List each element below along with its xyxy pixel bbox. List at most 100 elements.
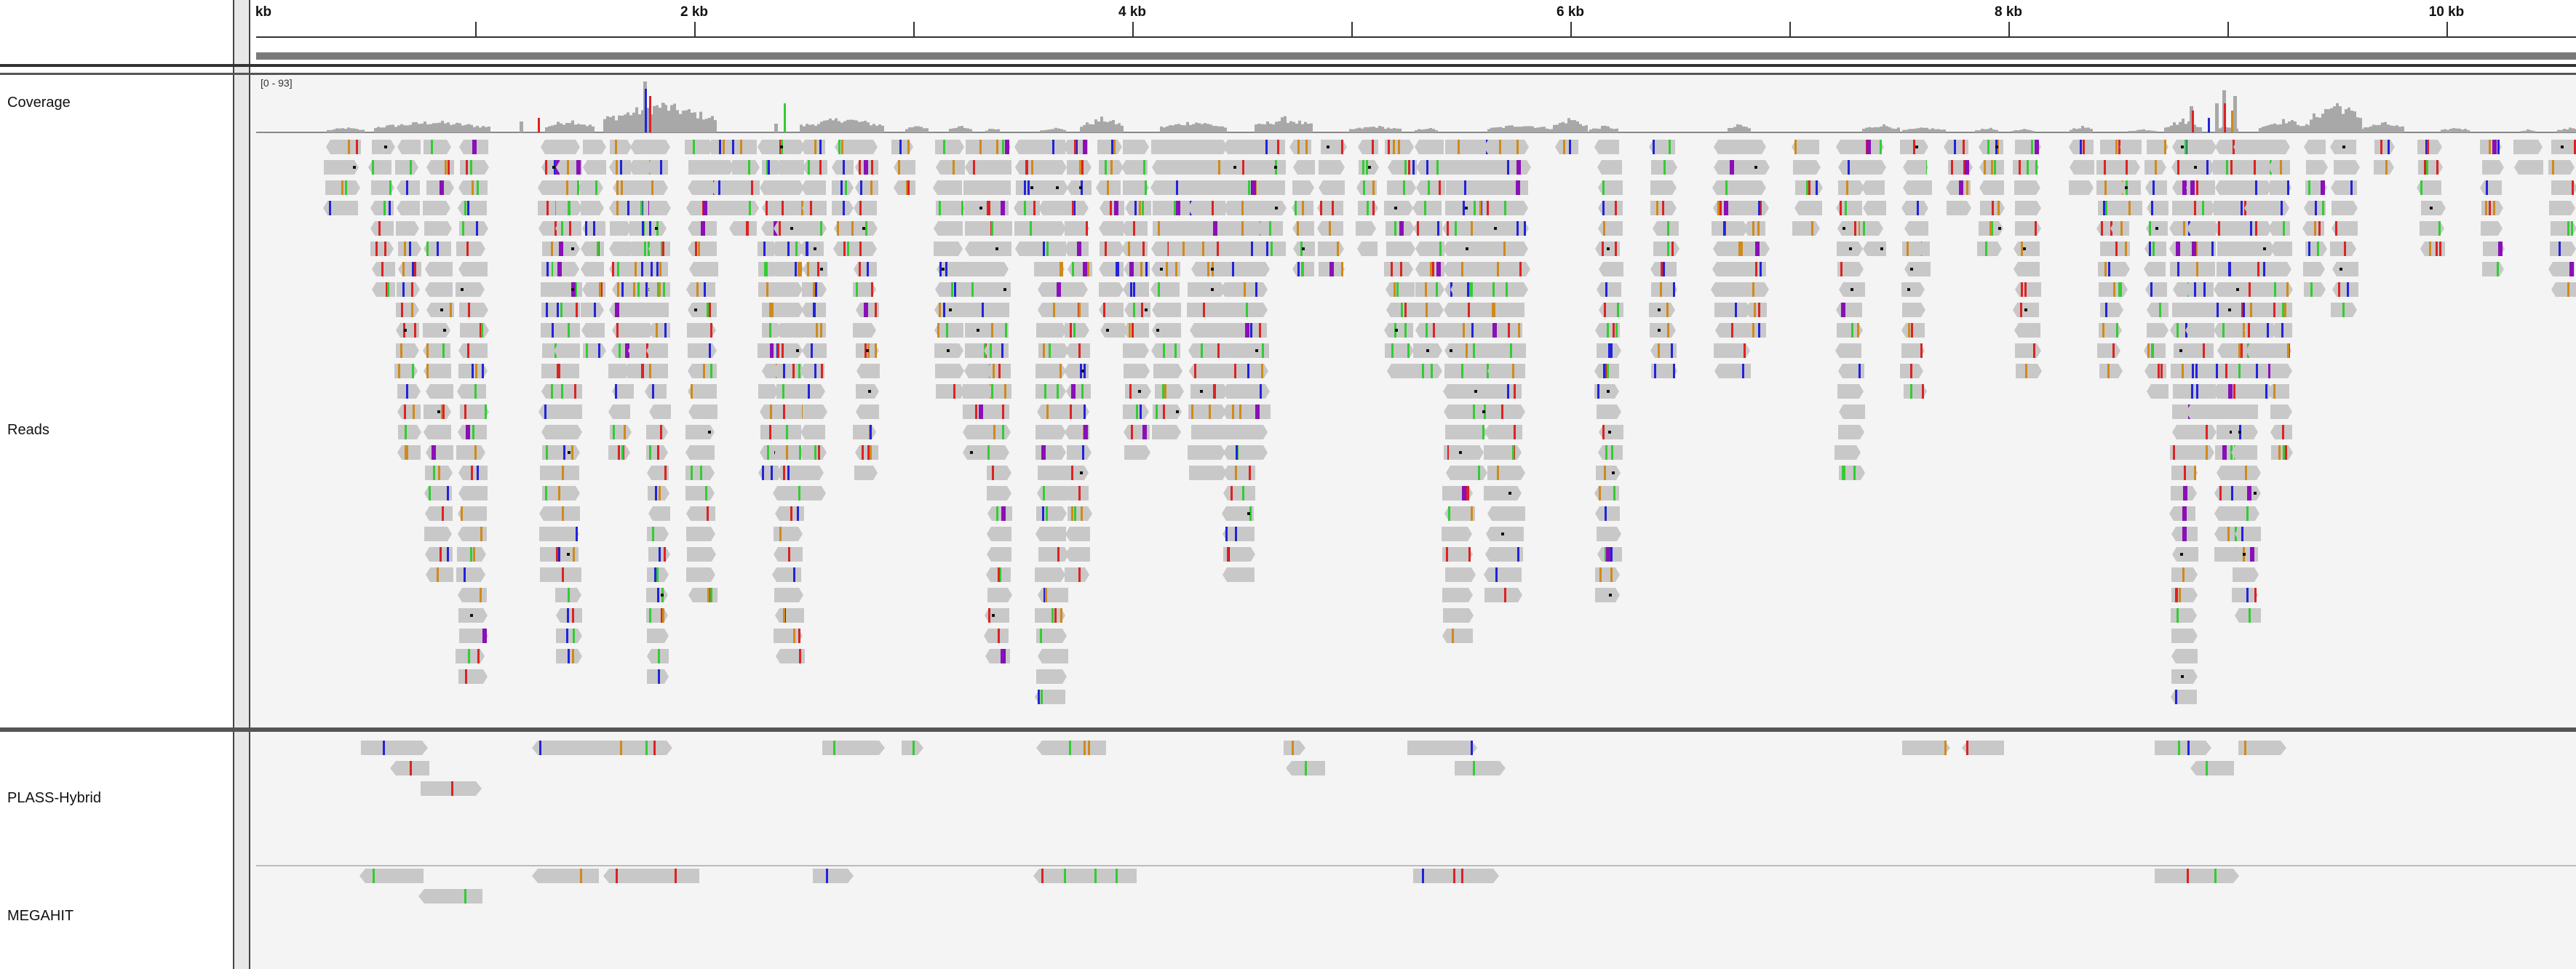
aligned-read[interactable] — [2110, 221, 2129, 236]
aligned-read[interactable] — [1903, 160, 1926, 175]
aligned-read[interactable] — [686, 506, 715, 521]
aligned-read[interactable] — [583, 140, 606, 154]
aligned-read[interactable] — [775, 506, 804, 521]
aligned-read[interactable] — [556, 384, 582, 399]
aligned-read[interactable] — [2551, 282, 2576, 297]
aligned-read[interactable] — [646, 343, 668, 358]
aligned-read[interactable] — [581, 262, 604, 276]
aligned-read[interactable] — [1599, 262, 1623, 276]
aligned-read[interactable] — [1099, 303, 1124, 317]
aligned-read[interactable] — [1650, 323, 1676, 338]
aligned-read[interactable] — [424, 486, 452, 501]
aligned-read[interactable] — [426, 567, 453, 582]
aligned-read[interactable] — [1487, 466, 1525, 480]
aligned-read[interactable] — [776, 649, 805, 663]
aligned-read[interactable] — [2480, 180, 2502, 195]
aligned-read[interactable] — [2015, 343, 2041, 358]
aligned-read[interactable] — [2186, 160, 2215, 175]
aligned-read[interactable] — [937, 262, 966, 276]
aligned-read[interactable] — [1097, 140, 1122, 154]
aligned-read[interactable] — [1834, 445, 1861, 460]
aligned-read[interactable] — [2187, 221, 2216, 236]
aligned-read[interactable] — [772, 567, 801, 582]
aligned-read[interactable] — [1037, 404, 1068, 419]
aligned-read[interactable] — [686, 527, 715, 541]
aligned-read[interactable] — [1125, 201, 1151, 215]
aligned-read[interactable] — [396, 323, 419, 338]
aligned-read[interactable] — [1036, 506, 1067, 521]
aligned-read[interactable] — [2330, 242, 2356, 256]
aligned-read[interactable] — [1356, 221, 1376, 236]
aligned-read[interactable] — [834, 221, 856, 236]
aligned-read[interactable] — [1413, 364, 1442, 378]
aligned-read[interactable] — [758, 384, 779, 399]
aligned-read[interactable] — [688, 180, 717, 195]
aligned-read[interactable] — [1035, 608, 1065, 623]
aligned-read[interactable] — [987, 547, 1011, 562]
aligned-read[interactable] — [803, 262, 827, 276]
aligned-read[interactable] — [2481, 201, 2503, 215]
aligned-read[interactable] — [2099, 364, 2123, 378]
aligned-read[interactable] — [648, 140, 670, 154]
aligned-read[interactable] — [1190, 384, 1228, 399]
aligned-read[interactable] — [1067, 445, 1092, 460]
aligned-read[interactable] — [2099, 323, 2122, 338]
aligned-read[interactable] — [2513, 140, 2543, 154]
aligned-read[interactable] — [688, 384, 717, 399]
aligned-read[interactable] — [2417, 180, 2441, 195]
aligned-read[interactable] — [1838, 425, 1864, 439]
aligned-read[interactable] — [1015, 242, 1041, 256]
aligned-read[interactable] — [627, 323, 654, 338]
aligned-read[interactable] — [985, 608, 1009, 623]
aligned-read[interactable] — [936, 384, 965, 399]
aligned-read[interactable] — [2267, 384, 2289, 399]
aligned-read[interactable] — [933, 180, 962, 195]
aligned-read[interactable] — [1190, 140, 1228, 154]
aligned-read[interactable] — [1509, 242, 1528, 256]
aligned-read[interactable] — [1066, 384, 1091, 399]
aligned-read[interactable] — [2185, 445, 2214, 460]
aligned-read[interactable] — [1452, 466, 1487, 480]
aligned-read[interactable] — [1863, 160, 1886, 175]
aligned-read[interactable] — [1188, 445, 1225, 460]
aligned-read[interactable] — [2548, 262, 2575, 276]
aligned-read[interactable] — [1415, 303, 1444, 317]
aligned-read[interactable] — [2145, 282, 2167, 297]
aligned-read[interactable] — [2246, 242, 2275, 256]
aligned-read[interactable] — [936, 201, 965, 215]
aligned-read[interactable] — [1124, 364, 1150, 378]
aligned-read[interactable] — [646, 180, 668, 195]
aligned-read[interactable] — [1152, 425, 1181, 439]
aligned-read[interactable] — [1068, 506, 1092, 521]
aligned-read[interactable] — [1484, 588, 1522, 602]
aligned-read[interactable] — [1064, 364, 1089, 378]
aligned-read[interactable] — [803, 160, 827, 175]
aligned-read[interactable] — [554, 242, 580, 256]
aligned-read[interactable] — [397, 282, 420, 297]
aligned-read[interactable] — [458, 588, 487, 602]
aligned-read[interactable] — [1594, 140, 1619, 154]
aligned-read[interactable] — [1189, 364, 1227, 378]
aligned-read[interactable] — [1452, 425, 1487, 439]
aligned-read[interactable] — [985, 445, 1009, 460]
aligned-read[interactable] — [2304, 282, 2326, 297]
aligned-read[interactable] — [1450, 323, 1484, 338]
aligned-read[interactable] — [732, 160, 760, 175]
aligned-read[interactable] — [1124, 445, 1150, 460]
aligned-read[interactable] — [456, 445, 485, 460]
aligned-read[interactable] — [1239, 425, 1268, 439]
aligned-read[interactable] — [1386, 242, 1415, 256]
aligned-read[interactable] — [1484, 425, 1522, 439]
aligned-read[interactable] — [2069, 180, 2094, 195]
aligned-read[interactable] — [2270, 364, 2292, 378]
aligned-read[interactable] — [1595, 567, 1620, 582]
aligned-read[interactable] — [1155, 384, 1184, 399]
aligned-read[interactable] — [324, 160, 359, 175]
aligned-read[interactable] — [1190, 323, 1228, 338]
aligned-read[interactable] — [2016, 364, 2042, 378]
aligned-read[interactable] — [1123, 323, 1149, 338]
aligned-read[interactable] — [1649, 303, 1675, 317]
aligned-read[interactable] — [554, 486, 580, 501]
aligned-read[interactable] — [2482, 262, 2504, 276]
aligned-read[interactable] — [2070, 160, 2094, 175]
